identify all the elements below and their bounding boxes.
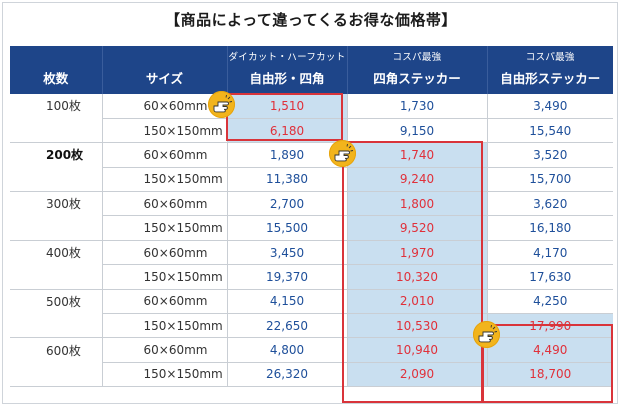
header-freeform-sticker: コスパ最強 自由形ステッカー — [487, 46, 613, 94]
price-cell: 4,800 — [227, 337, 348, 363]
price-cell: 4,150 — [227, 289, 348, 315]
price-cell: 4,250 — [487, 289, 613, 315]
size-cell: 60×60mm — [102, 289, 228, 315]
size-cell: 60×60mm — [102, 191, 228, 217]
table-row: 150×150mm 11,380 9,240 15,700 — [10, 167, 613, 193]
header-size: サイズ — [102, 46, 228, 94]
table-row: 150×150mm 26,320 2,090 18,700 — [10, 362, 613, 388]
price-cell: 11,380 — [227, 167, 348, 193]
price-cell: 10,320 — [347, 264, 488, 290]
size-cell: 60×60mm — [102, 94, 228, 119]
size-cell: 60×60mm — [102, 240, 228, 266]
price-cell: 2,090 — [347, 362, 488, 388]
price-table: 枚数 サイズ ダイカット・ハーフカット 自由形・四角 コスパ最強 四角ステッカー… — [10, 46, 613, 388]
price-cell: 1,800 — [347, 191, 488, 217]
price-cell: 1,510 — [227, 94, 348, 119]
price-cell: 17,630 — [487, 264, 613, 290]
table-row: 400枚 60×60mm 3,450 1,970 4,170 — [10, 240, 613, 266]
table-header-row: 枚数 サイズ ダイカット・ハーフカット 自由形・四角 コスパ最強 四角ステッカー… — [10, 46, 613, 94]
header-freeform-square: ダイカット・ハーフカット 自由形・四角 — [227, 46, 348, 94]
price-cell: 10,530 — [347, 313, 488, 339]
table-row: 150×150mm 19,370 10,320 17,630 — [10, 264, 613, 290]
page-title: 【商品によって違ってくるお得な価格帯】 — [165, 11, 457, 29]
price-cell: 15,700 — [487, 167, 613, 193]
price-cell: 3,490 — [487, 94, 613, 119]
size-cell: 150×150mm — [102, 264, 228, 290]
count-cell — [10, 167, 103, 193]
size-cell: 150×150mm — [102, 167, 228, 193]
price-cell: 22,650 — [227, 313, 348, 339]
count-cell — [10, 313, 103, 339]
header-diecut-label: ダイカット・ハーフカット — [228, 52, 346, 63]
price-cell: 9,150 — [347, 118, 488, 144]
count-cell: 300枚 — [10, 191, 103, 216]
size-cell: 150×150mm — [102, 313, 228, 339]
count-cell: 100枚 — [10, 94, 103, 119]
pointing-hand-icon — [208, 91, 235, 118]
price-cell: 15,540 — [487, 118, 613, 144]
count-cell: 200枚 — [10, 142, 103, 168]
count-cell: 500枚 — [10, 289, 103, 314]
price-cell: 4,490 — [487, 337, 613, 363]
price-cell: 1,730 — [347, 94, 488, 119]
price-cell: 17,990 — [487, 313, 613, 339]
price-cell: 2,700 — [227, 191, 348, 217]
table-row: 300枚 60×60mm 2,700 1,800 3,620 — [10, 191, 613, 217]
price-cell: 16,180 — [487, 215, 613, 241]
header-cospa-label: コスパ最強 — [392, 52, 442, 63]
price-cell: 10,940 — [347, 337, 488, 363]
price-cell: 3,520 — [487, 142, 613, 168]
price-cell: 2,010 — [347, 289, 488, 315]
price-cell: 1,970 — [347, 240, 488, 266]
table-row: 150×150mm 22,650 10,530 17,990 — [10, 313, 613, 339]
header-square-sticker-label: 四角ステッカー — [373, 71, 461, 86]
price-cell: 19,370 — [227, 264, 348, 290]
table-row: 600枚 60×60mm 4,800 10,940 4,490 — [10, 337, 613, 363]
pointing-hand-icon — [329, 140, 356, 167]
size-cell: 150×150mm — [102, 118, 228, 144]
header-cospa-label-2: コスパ最強 — [525, 52, 575, 63]
size-cell: 150×150mm — [102, 215, 228, 241]
price-cell: 3,620 — [487, 191, 613, 217]
table-row: 500枚 60×60mm 4,150 2,010 4,250 — [10, 289, 613, 315]
size-cell: 150×150mm — [102, 362, 228, 388]
price-cell: 9,520 — [347, 215, 488, 241]
count-cell — [10, 264, 103, 290]
table-row: 200枚 60×60mm 1,890 1,740 3,520 — [10, 142, 613, 168]
size-cell: 60×60mm — [102, 142, 228, 168]
count-cell — [10, 118, 103, 144]
price-cell: 18,700 — [487, 362, 613, 388]
table-row: 150×150mm 15,500 9,520 16,180 — [10, 215, 613, 241]
price-cell: 9,240 — [347, 167, 488, 193]
price-cell: 15,500 — [227, 215, 348, 241]
header-freeform-square-label: 自由形・四角 — [249, 71, 325, 86]
price-cell: 1,740 — [347, 142, 488, 168]
price-cell: 4,170 — [487, 240, 613, 266]
table-row: 100枚 60×60mm 1,510 1,730 3,490 — [10, 94, 613, 119]
count-cell — [10, 362, 103, 388]
price-cell: 26,320 — [227, 362, 348, 388]
header-freeform-sticker-label: 自由形ステッカー — [500, 71, 601, 86]
price-cell: 3,450 — [227, 240, 348, 266]
header-square-sticker: コスパ最強 四角ステッカー — [347, 46, 488, 94]
count-cell: 600枚 — [10, 337, 103, 363]
pointing-hand-icon — [473, 321, 500, 348]
size-cell: 60×60mm — [102, 337, 228, 363]
table-row: 150×150mm 6,180 9,150 15,540 — [10, 118, 613, 144]
count-cell — [10, 215, 103, 241]
header-count: 枚数 — [10, 46, 103, 94]
count-cell: 400枚 — [10, 240, 103, 265]
